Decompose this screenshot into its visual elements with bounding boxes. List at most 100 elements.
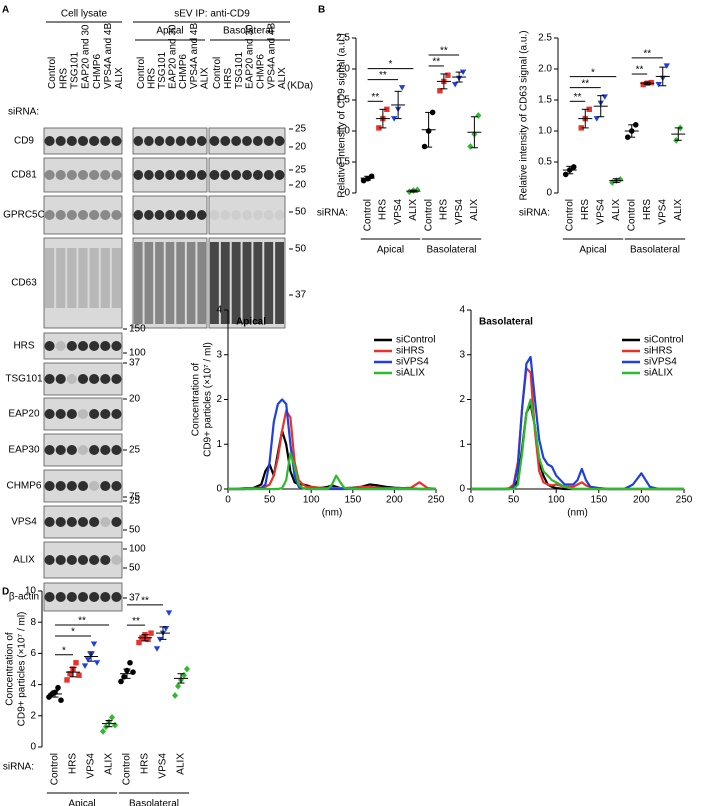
- band-smear: [155, 242, 164, 324]
- marker-label: 150: [129, 324, 146, 335]
- band: [100, 555, 111, 565]
- marker-label: 25: [129, 445, 141, 456]
- band-smear: [89, 248, 99, 308]
- band: [89, 481, 100, 491]
- point: [421, 143, 428, 150]
- y-tick-label: 8: [30, 617, 36, 628]
- y-tick-label: 1: [216, 439, 222, 450]
- x-tick-label: 200: [386, 495, 403, 506]
- blot-label: TSG101: [5, 374, 43, 385]
- series-line: [228, 409, 437, 491]
- point: [390, 116, 398, 122]
- band: [44, 445, 55, 455]
- blot-label: GPRC5C: [3, 210, 45, 221]
- band: [89, 136, 100, 146]
- marker-label: 25: [295, 124, 307, 135]
- band: [66, 445, 77, 455]
- band: [274, 136, 285, 146]
- band: [66, 592, 77, 602]
- lane-label: Control: [136, 57, 147, 89]
- x-tick-label: 250: [676, 495, 693, 506]
- marker-label: 37: [129, 593, 141, 604]
- point: [570, 164, 577, 170]
- band: [66, 374, 77, 384]
- band-smear: [134, 242, 143, 324]
- significance-label: **: [636, 65, 644, 76]
- point: [578, 125, 584, 131]
- point: [376, 125, 382, 131]
- band: [100, 445, 111, 455]
- y-axis-label: Relative intensity of CD9 signal (a.u.): [337, 33, 348, 198]
- x-tick-label: Control: [564, 199, 575, 231]
- band: [100, 210, 111, 220]
- x-tick-label: HRS: [580, 199, 591, 220]
- x-tick-label: HRS: [68, 753, 79, 774]
- point: [451, 82, 459, 88]
- band: [111, 555, 122, 565]
- point: [67, 670, 73, 677]
- band: [44, 210, 55, 220]
- band: [263, 210, 274, 220]
- band-smear: [67, 248, 77, 308]
- blot-label: CD9: [14, 136, 34, 147]
- sirna-label: siRNA:: [8, 107, 39, 118]
- blot-label: CD81: [11, 170, 37, 181]
- significance-label: **: [371, 92, 379, 103]
- lane-label: TSG101: [157, 51, 168, 89]
- legend-label: siHRS: [396, 346, 425, 357]
- band: [55, 445, 66, 455]
- y-tick-label: 2.5: [336, 33, 350, 44]
- marker-label: 20: [129, 394, 141, 405]
- blot: [43, 157, 123, 193]
- x-tick-label: HRS: [378, 199, 389, 220]
- band: [77, 592, 89, 602]
- significance-label: *: [71, 627, 75, 638]
- chart-title: Basolateral: [479, 317, 533, 328]
- legend-label: siVPS4: [396, 357, 429, 368]
- lane-label: Control: [212, 57, 223, 89]
- y-tick-label: 0.5: [538, 157, 552, 168]
- x-axis-label: (nm): [567, 508, 588, 519]
- legend-label: siHRS: [644, 346, 673, 357]
- x-tick-label: Control: [122, 753, 133, 785]
- point: [663, 63, 670, 69]
- point: [84, 657, 92, 663]
- legend-label: siControl: [396, 335, 435, 346]
- x-tick-label: VPS4: [393, 199, 404, 225]
- band: [55, 481, 66, 491]
- blot: [208, 195, 286, 235]
- x-tick-label: Control: [50, 753, 61, 785]
- band: [133, 136, 144, 146]
- marker-label: 50: [295, 207, 307, 218]
- x-tick-label: HRS: [642, 199, 653, 220]
- marker-label: 50: [129, 563, 141, 574]
- legend-label: siVPS4: [644, 357, 677, 368]
- significance-label: **: [440, 46, 448, 57]
- x-tick-label: 100: [303, 495, 320, 506]
- point: [475, 112, 482, 119]
- band: [165, 210, 175, 220]
- group-label: Basolateral: [129, 799, 179, 806]
- y-axis-label: CD9+ particles (×10⁷ / ml): [203, 342, 214, 457]
- y-tick-label: 0: [546, 188, 552, 199]
- sirna-label: siRNA:: [317, 208, 348, 219]
- band-smear: [144, 242, 154, 324]
- x-tick-label: ALIX: [469, 199, 480, 221]
- point: [398, 85, 406, 91]
- significance-label: **: [574, 92, 582, 103]
- band: [111, 136, 122, 146]
- band: [77, 170, 89, 180]
- band: [55, 374, 66, 384]
- blot-label: VPS4: [11, 517, 37, 528]
- band: [55, 210, 66, 220]
- band: [133, 170, 144, 180]
- band: [89, 341, 100, 351]
- lane-label: EAP20 and 30: [81, 24, 92, 89]
- band: [77, 481, 89, 491]
- marker-label: 50: [295, 244, 307, 255]
- series-line: [471, 402, 684, 491]
- band: [165, 136, 175, 146]
- x-tick-label: 150: [344, 495, 361, 506]
- band: [77, 374, 89, 384]
- band: [77, 210, 89, 220]
